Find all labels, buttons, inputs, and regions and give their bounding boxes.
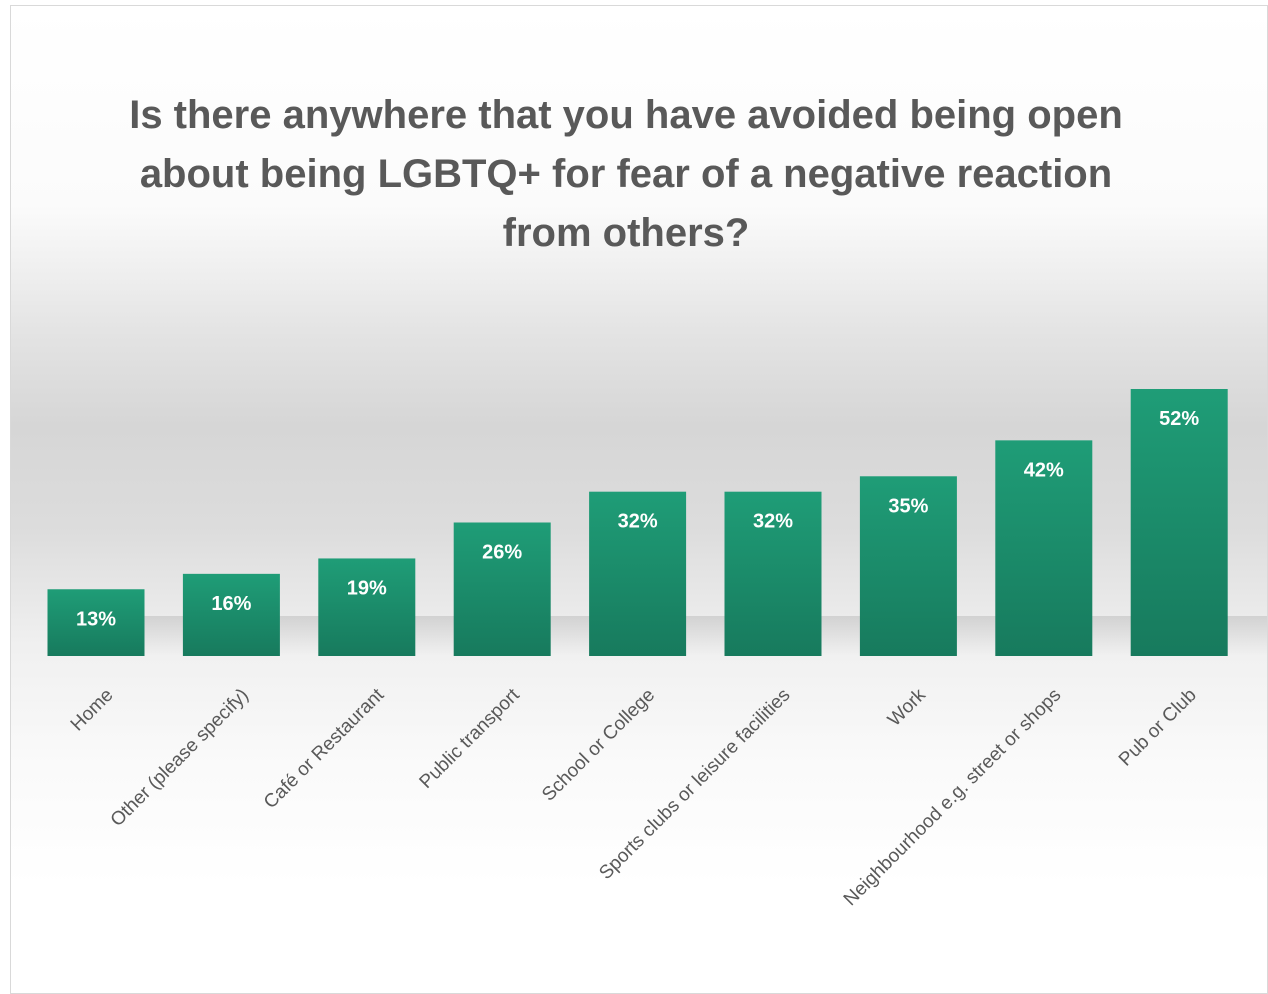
category-label: Neighbourhood e.g. street or shops	[840, 685, 1065, 910]
data-label: 52%	[1159, 408, 1199, 430]
chart-area: Is there anywhere that you have avoided …	[10, 5, 1268, 994]
category-label: Café or Restaurant	[260, 684, 389, 813]
category-label: Public transport	[416, 684, 525, 793]
bars	[47, 389, 1228, 656]
bar	[1130, 389, 1228, 656]
category-label: Other (please specify)	[107, 685, 253, 831]
bar	[995, 440, 1093, 656]
data-label: 32%	[753, 511, 793, 533]
data-label: 19%	[347, 577, 387, 599]
bar	[453, 522, 551, 656]
data-label: 26%	[482, 542, 522, 564]
category-label: Pub or Club	[1115, 685, 1201, 771]
data-label: 42%	[1024, 459, 1064, 481]
bar	[182, 573, 280, 656]
category-label: School or College	[538, 685, 659, 806]
data-label: 32%	[618, 511, 658, 533]
bar	[47, 589, 145, 656]
category-label: Home	[67, 685, 118, 736]
bar	[859, 476, 957, 656]
category-label: Work	[884, 684, 930, 730]
data-label: 35%	[888, 495, 928, 517]
data-label: 13%	[76, 608, 116, 630]
value-labels: 13% 16% 19% 26% 32% 32% 35% 42% 52%	[76, 408, 1199, 630]
bar	[724, 491, 822, 656]
bar	[589, 491, 687, 656]
bar	[318, 558, 416, 656]
data-label: 16%	[211, 593, 251, 615]
chart-title: Is there anywhere that you have avoided …	[129, 93, 1123, 255]
